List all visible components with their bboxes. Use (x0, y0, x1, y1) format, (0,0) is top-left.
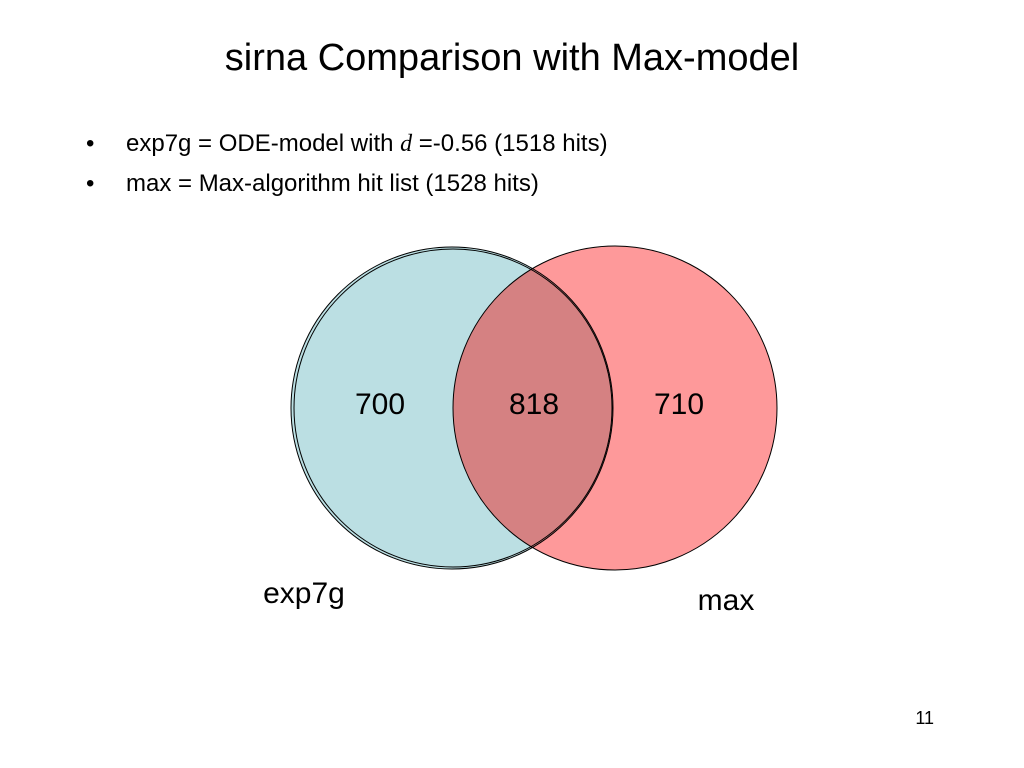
set-outline-exp7g-outer (290, 246, 614, 570)
variable-d: d (400, 131, 413, 157)
set-label-max: max (698, 584, 755, 617)
bullet-marker: • (86, 130, 95, 157)
count-exp7g-only: 700 (355, 388, 405, 421)
intersection-region (453, 247, 613, 569)
bullet-item-max: • max = Max-algorithm hit list (1528 hit… (86, 166, 608, 206)
bullet-text: max = Max-algorithm hit list (1528 hits) (126, 170, 539, 197)
set-outline-exp7g-inner (293, 248, 613, 568)
set-outline-max (452, 245, 778, 571)
bullet-text-end: =-0.56 (1518 hits) (412, 130, 608, 157)
bullet-text-start: exp7g = ODE-model with (126, 130, 401, 157)
bullet-marker: • (86, 170, 95, 197)
slide-title: sirna Comparison with Max-model (224, 37, 800, 79)
page-number: 11 (915, 708, 934, 728)
set-label-exp7g: exp7g (263, 577, 345, 610)
count-max-only: 710 (654, 388, 704, 421)
bullet-item-exp7g: • exp7g = ODE-model with d =-0.56 (1518 … (86, 126, 608, 166)
bullet-list: • exp7g = ODE-model with d =-0.56 (1518 … (86, 126, 608, 206)
count-overlap: 818 (509, 388, 559, 421)
